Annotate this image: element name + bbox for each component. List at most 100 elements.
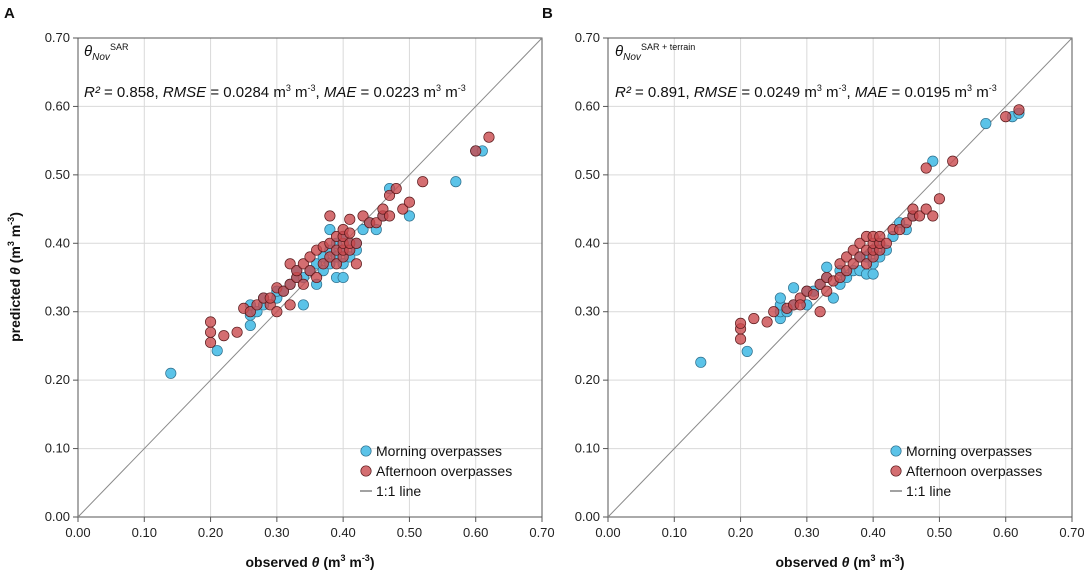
plot-frame xyxy=(77,37,543,518)
afternoon-point xyxy=(350,258,362,270)
panel-b-label: B xyxy=(542,5,553,22)
afternoon-point xyxy=(894,224,906,236)
afternoon-point xyxy=(841,265,853,277)
plot-a: 0.00 0.10 0.20 0.30 0.40 0.50 0.60 0.70 0.00 0.10… xyxy=(45,30,555,540)
y-tick-label: 0.50 xyxy=(575,167,600,182)
morning-point xyxy=(244,319,256,331)
morning-point xyxy=(788,282,800,294)
afternoon-point xyxy=(920,162,932,174)
afternoon-point xyxy=(947,155,959,167)
y-tick-label: 0.70 xyxy=(575,30,600,45)
afternoon-point xyxy=(821,285,833,297)
afternoon-point xyxy=(834,258,846,270)
afternoon-point xyxy=(304,251,316,263)
afternoon-point xyxy=(231,326,243,338)
morning-point xyxy=(741,345,753,357)
afternoon-point xyxy=(927,210,939,222)
x-tick-label: 0.60 xyxy=(463,525,488,540)
morning-point xyxy=(821,261,833,273)
afternoon-point xyxy=(403,196,415,208)
morning-point xyxy=(450,176,462,188)
afternoon-point xyxy=(847,258,859,270)
legend-morning-label: Morning overpasses xyxy=(906,443,1032,459)
y-tick-label: 0.60 xyxy=(575,98,600,113)
afternoon-point xyxy=(324,210,336,222)
legend-afternoon-marker xyxy=(890,465,902,477)
y-tick-label: 0.50 xyxy=(45,167,70,182)
afternoon-point xyxy=(383,189,396,201)
afternoon-point xyxy=(854,237,866,249)
afternoon-point xyxy=(483,131,495,143)
legend-morning-label: Morning overpasses xyxy=(376,443,502,459)
afternoon-point xyxy=(814,306,826,318)
legend-afternoon-label: Afternoon overpasses xyxy=(376,463,512,479)
y-tick-label: 0.40 xyxy=(575,235,600,250)
morning-point xyxy=(357,224,369,236)
afternoon-point xyxy=(794,299,806,311)
afternoon-point xyxy=(205,336,217,349)
afternoon-point xyxy=(205,326,217,338)
afternoon-point xyxy=(297,278,309,290)
legend-line-label: 1:1 line xyxy=(906,483,951,499)
plot-frame xyxy=(607,37,1073,518)
afternoon-point xyxy=(748,313,760,325)
plot-b: 0.00 0.10 0.20 0.30 0.40 0.50 0.60 0.70 0.00 0.10… xyxy=(575,30,1084,540)
legend-afternoon-label: Afternoon overpasses xyxy=(906,463,1042,479)
afternoon-point xyxy=(397,203,409,215)
model-label-b: θNovSAR + terrain xyxy=(615,42,695,63)
afternoon-point xyxy=(841,251,853,263)
x-tick-label: 0.20 xyxy=(728,525,753,540)
y-tick-label: 0.00 xyxy=(45,509,70,524)
morning-point xyxy=(165,367,177,379)
afternoon-point xyxy=(264,292,276,304)
afternoon-point xyxy=(874,230,886,242)
morning-point xyxy=(827,292,839,304)
afternoon-point xyxy=(304,265,316,277)
morning-point xyxy=(774,292,786,304)
x-tick-label: 0.70 xyxy=(529,525,554,540)
x-tick-label: 0.40 xyxy=(860,525,885,540)
afternoon-point xyxy=(271,306,283,318)
y-tick-label: 0.30 xyxy=(45,304,70,319)
afternoon-point xyxy=(350,237,362,249)
afternoon-point xyxy=(814,278,826,290)
legend-afternoon-marker xyxy=(360,465,372,477)
y-tick-label: 0.60 xyxy=(45,98,70,113)
morning-point xyxy=(297,299,309,311)
afternoon-point xyxy=(284,299,296,311)
afternoon-point xyxy=(344,213,356,225)
y-tick-label: 0.00 xyxy=(575,509,600,524)
morning-point xyxy=(403,210,415,222)
x-tick-label: 0.50 xyxy=(927,525,952,540)
afternoon-point xyxy=(847,244,859,256)
afternoon-point xyxy=(390,182,402,195)
afternoon-point xyxy=(761,316,773,328)
legend-line-label: 1:1 line xyxy=(376,483,421,499)
afternoon-point xyxy=(244,306,256,318)
x-tick-label: 0.30 xyxy=(794,525,819,540)
afternoon-point xyxy=(920,203,932,215)
afternoon-point xyxy=(284,278,296,290)
x-tick-label: 0.10 xyxy=(132,525,157,540)
afternoon-point xyxy=(913,210,926,222)
y-tick-label: 0.20 xyxy=(45,372,70,387)
stats-line-b: R² = 0.891, RMSE = 0.0249 m3 m-3, MAE = … xyxy=(615,83,997,101)
afternoon-point xyxy=(933,193,945,205)
afternoon-point xyxy=(377,203,389,215)
afternoon-point xyxy=(860,258,873,270)
y-tick-label: 0.40 xyxy=(45,235,70,250)
morning-point xyxy=(980,117,992,130)
x-tick-label: 0.10 xyxy=(662,525,687,540)
stats-line-a: R² = 0.858, RMSE = 0.0284 m3 m-3, MAE = … xyxy=(84,83,466,101)
afternoon-point xyxy=(330,258,343,270)
afternoon-point xyxy=(768,306,780,318)
morning-point xyxy=(337,271,349,284)
x-tick-label: 0.30 xyxy=(264,525,289,540)
y-tick-label: 0.70 xyxy=(45,30,70,45)
afternoon-point xyxy=(357,210,369,222)
afternoon-point xyxy=(311,271,323,284)
y-tick-label: 0.10 xyxy=(575,441,600,456)
afternoon-point xyxy=(277,285,290,297)
morning-point xyxy=(695,356,707,368)
